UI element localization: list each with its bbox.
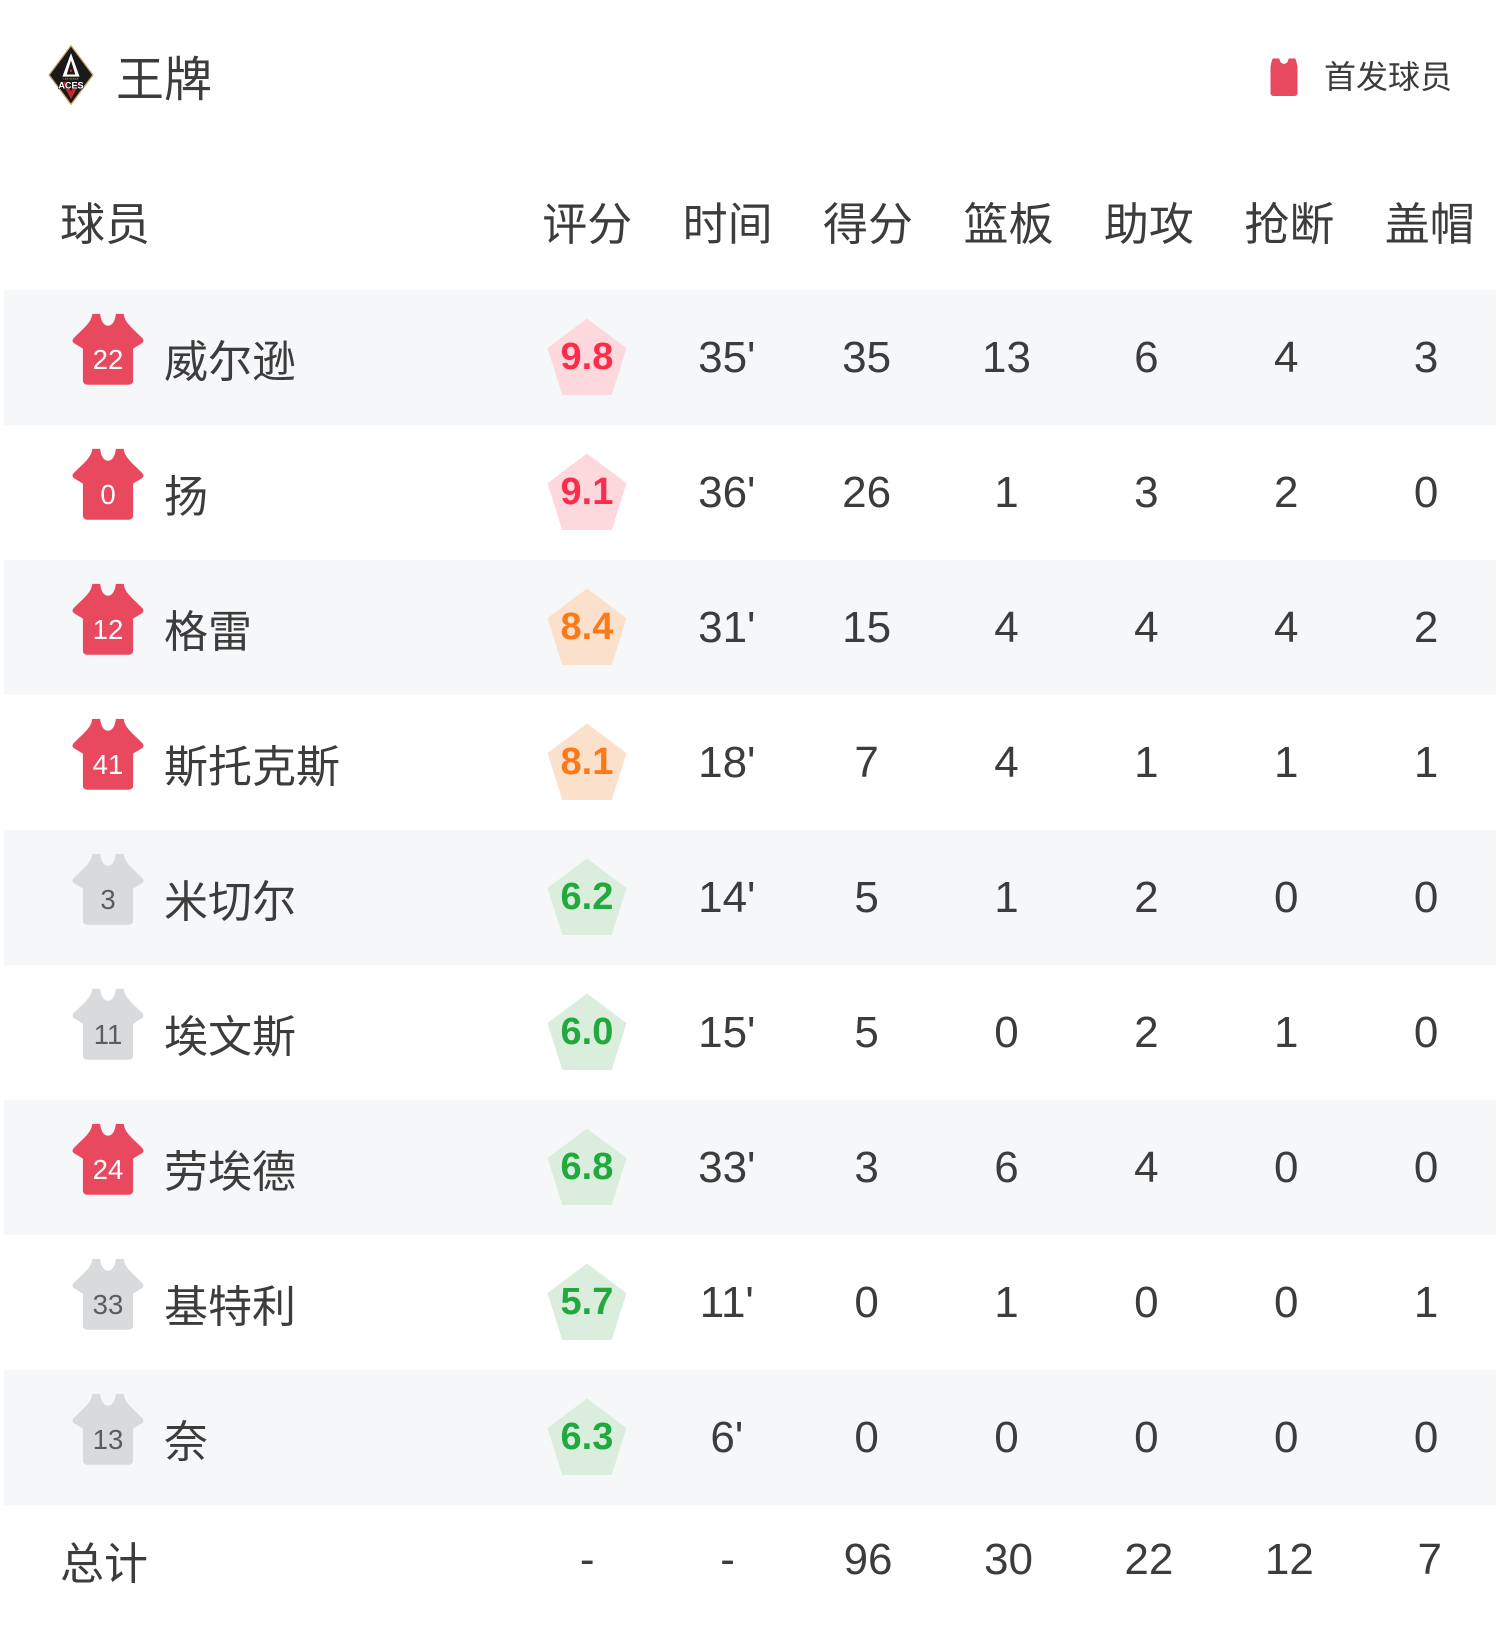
svg-text:0: 0 — [100, 479, 115, 510]
svg-text:13: 13 — [93, 1424, 124, 1455]
svg-text:33: 33 — [93, 1289, 124, 1320]
svg-text:3: 3 — [100, 884, 115, 915]
svg-text:24: 24 — [93, 1154, 124, 1185]
svg-text:11: 11 — [94, 1019, 123, 1050]
svg-text:41: 41 — [93, 749, 124, 780]
svg-text:22: 22 — [93, 344, 124, 375]
svg-text:ACES: ACES — [58, 80, 83, 90]
svg-text:12: 12 — [93, 614, 124, 645]
